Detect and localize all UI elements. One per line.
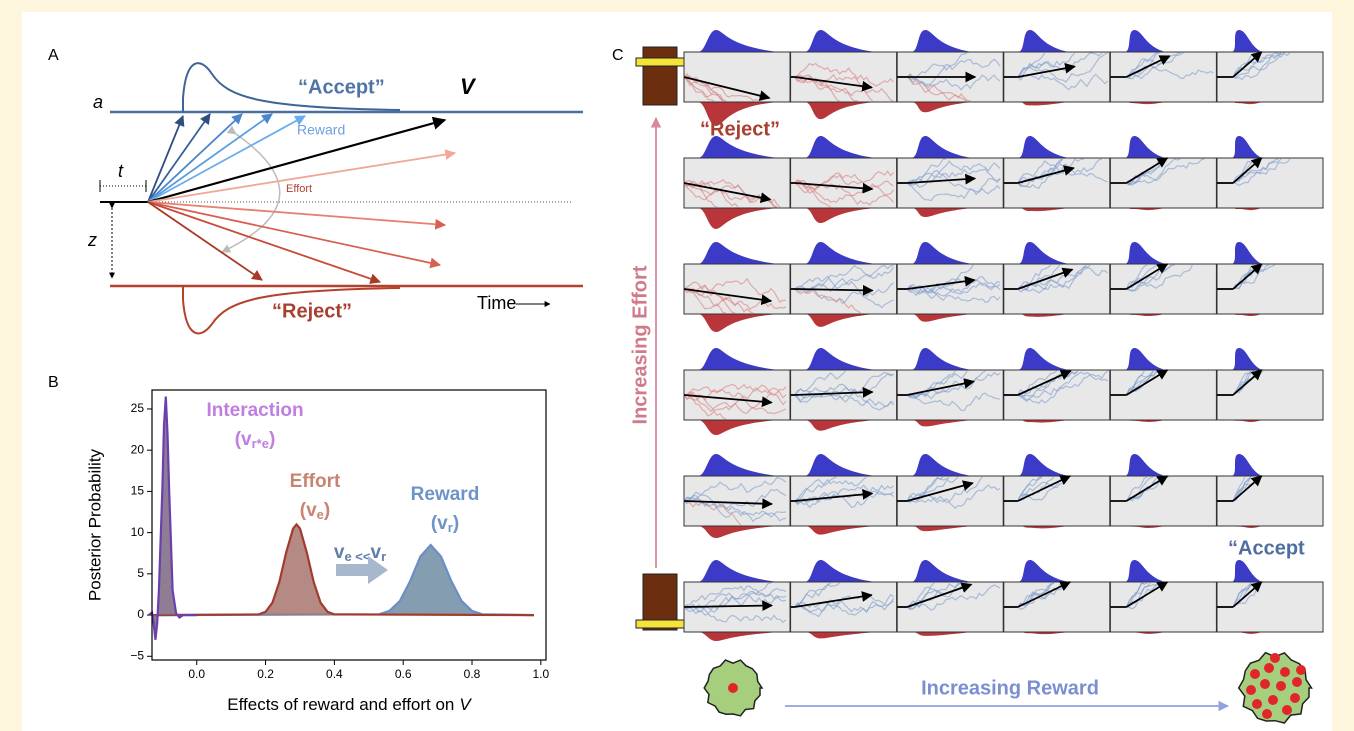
y-tick-label: 10 — [131, 525, 145, 539]
y-tick-label: 20 — [131, 442, 145, 456]
apple — [1250, 669, 1260, 679]
annotation: Effort — [290, 471, 341, 492]
apple — [1290, 693, 1300, 703]
panel-label: A — [48, 47, 59, 64]
y-tick-label: 15 — [131, 484, 145, 498]
apple — [1280, 667, 1290, 677]
panel-box — [791, 582, 897, 632]
annotation-text: Interaction — [206, 400, 303, 421]
annotation-text: (v — [300, 500, 317, 521]
annotation-text: ) — [269, 429, 275, 450]
annotation-text: v — [334, 542, 345, 563]
apple — [1260, 679, 1270, 689]
x-axis-title: Effects of reward and effort on V — [227, 695, 472, 714]
effort-axis-label: Increasing Effort — [629, 265, 651, 424]
x-axis-symbol: V — [459, 695, 472, 714]
annotation-text: ) — [324, 500, 330, 521]
annotation-text: (v — [431, 513, 448, 534]
x-tick-label: 0.4 — [326, 667, 343, 681]
reject-label: “Reject” — [272, 300, 352, 322]
annotation: (ve) — [300, 500, 330, 522]
accept-label: “Accept — [1228, 537, 1305, 559]
apple — [1270, 653, 1280, 663]
annotation: Interaction — [206, 400, 303, 421]
panel-box — [791, 52, 897, 102]
x-tick-label: 0.0 — [188, 667, 205, 681]
apple — [1268, 695, 1278, 705]
panel-label: B — [48, 374, 59, 391]
annotation: Reward — [411, 484, 480, 505]
annotation-subscript: e — [317, 507, 324, 522]
panel-box — [684, 52, 790, 102]
reward-axis-label: Increasing Reward — [921, 677, 1099, 699]
apple — [1264, 663, 1274, 673]
y-tick-label: 25 — [131, 401, 145, 415]
x-tick-label: 0.2 — [257, 667, 274, 681]
x-axis-title-text: Effects of reward and effort on — [227, 695, 454, 714]
accept-label: “Accept” — [298, 76, 385, 98]
y-tick-label: −5 — [130, 648, 144, 662]
apple — [1276, 681, 1286, 691]
annotation-subscript: e << — [344, 549, 370, 564]
y-tick-label: 5 — [137, 566, 144, 580]
bin-lid — [636, 620, 684, 628]
drift-label: V — [460, 74, 477, 99]
bin-lid — [636, 58, 684, 66]
annotation-text: ) — [453, 513, 459, 534]
time-label: Time — [477, 293, 516, 313]
figure: A a “Accept” V t z Reward Effort — [0, 0, 1354, 731]
x-tick-label: 0.6 — [395, 667, 412, 681]
apple — [728, 683, 738, 693]
reject-label: “Reject” — [700, 118, 780, 140]
panel-box — [684, 264, 790, 314]
x-tick-label: 0.8 — [464, 667, 481, 681]
apple — [1262, 709, 1272, 719]
apple — [1252, 699, 1262, 709]
y-tick-label: 0 — [137, 607, 144, 621]
panel-label: C — [612, 47, 624, 64]
annotation-text: Effort — [290, 471, 341, 492]
y-axis-title: Posterior Probability — [85, 448, 104, 601]
page: A a “Accept” V t z Reward Effort — [0, 0, 1354, 731]
z-label: z — [87, 230, 97, 250]
apple — [1246, 685, 1256, 695]
annotation-text: Reward — [411, 484, 480, 505]
bin — [643, 47, 677, 105]
annotation: (vr) — [431, 513, 459, 535]
apple — [1292, 677, 1302, 687]
reward-label: Reward — [297, 122, 345, 138]
annotation-text: (v — [235, 429, 252, 450]
annotation-subscript: r — [381, 549, 386, 564]
apple — [1296, 665, 1306, 675]
x-tick-label: 1.0 — [532, 667, 549, 681]
bound-label: a — [93, 92, 103, 112]
effort-label: Effort — [286, 183, 312, 195]
annotation-subscript: r*e — [252, 436, 269, 451]
apple — [1282, 705, 1292, 715]
